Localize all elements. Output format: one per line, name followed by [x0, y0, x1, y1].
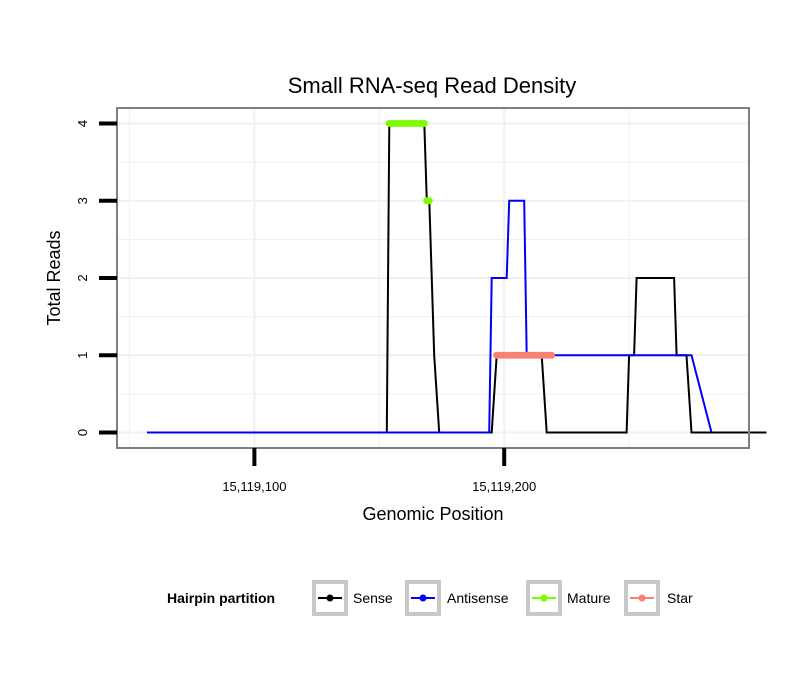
y-tick-label: 2	[75, 274, 90, 281]
legend-label: Mature	[567, 590, 611, 606]
y-tick-label: 3	[75, 197, 90, 204]
x-tick-label: 15,119,100	[222, 479, 286, 494]
y-tick-label: 0	[75, 429, 90, 436]
legend-key-point	[540, 594, 548, 602]
legend-title: Hairpin partition	[167, 590, 275, 606]
series-mature	[385, 119, 433, 205]
x-tick-label: 15,119,200	[472, 479, 536, 494]
legend-item-star: Star	[624, 580, 693, 616]
y-axis-title: Total Reads	[44, 230, 64, 325]
legend-item-sense: Sense	[312, 580, 393, 616]
chart-title: Small RNA-seq Read Density	[288, 73, 577, 98]
legend-label: Star	[667, 590, 693, 606]
legend-key-point	[638, 594, 646, 602]
data-point-star	[548, 351, 556, 359]
y-tick-label: 1	[75, 352, 90, 359]
legend-item-antisense: Antisense	[405, 580, 509, 616]
series-star	[493, 351, 556, 359]
x-axis-title: Genomic Position	[362, 504, 503, 524]
axes: 0 1 2 3 4 15,119,100 15,119,200	[75, 120, 536, 494]
data-point-mature	[425, 197, 433, 205]
legend-key-point	[326, 594, 334, 602]
legend-label: Antisense	[447, 590, 509, 606]
legend-key-point	[419, 594, 427, 602]
y-tick-label: 4	[75, 120, 90, 127]
series-layer	[147, 119, 767, 434]
legend: Hairpin partition Sense Antisense Mature Sta…	[167, 580, 693, 616]
series-line-antisense	[147, 199, 713, 434]
data-point-mature	[420, 119, 428, 127]
legend-item-mature: Mature	[526, 580, 611, 616]
legend-label: Sense	[353, 590, 393, 606]
series-antisense	[147, 199, 713, 434]
